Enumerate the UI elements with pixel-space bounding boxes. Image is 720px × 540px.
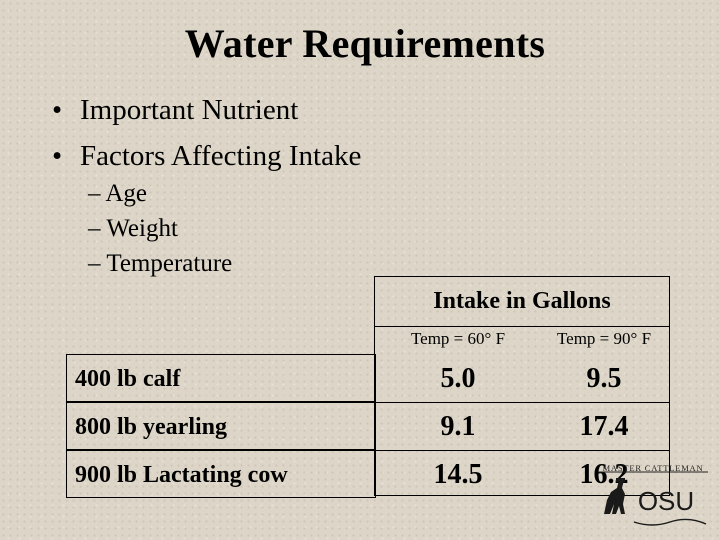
table-divider <box>374 326 670 327</box>
row-divider <box>66 402 670 403</box>
sub-bullet-text: Temperature <box>106 250 233 277</box>
row-label-box <box>66 354 376 402</box>
sub-bullet-marker: – <box>88 180 101 207</box>
cell-value: 5.0 <box>440 363 476 394</box>
cell-value: 9.1 <box>440 411 476 442</box>
bullet-item: • Important Nutrient <box>52 90 361 136</box>
cowboy-silhouette-icon <box>604 480 625 514</box>
table-title: Intake in Gallons <box>433 288 611 314</box>
cell-value: 17.4 <box>579 411 629 442</box>
slide-title: Water Requirements <box>184 21 546 66</box>
row-divider <box>66 450 670 451</box>
row-label-400lb-calf: 400 lb calf <box>75 366 181 392</box>
sub-bullet-marker: – <box>88 215 101 242</box>
row-label-900lb-lactating-cow: 900 lb Lactating cow <box>75 462 288 488</box>
bullet-item: • Factors Affecting Intake <box>52 136 361 182</box>
logo-underline-swoosh <box>633 518 707 526</box>
cowboy-hat-icon <box>616 478 625 482</box>
cell-value: 9.5 <box>586 363 622 394</box>
bullet-marker: • <box>52 140 63 172</box>
master-cattleman-osu-logo: MASTER CATTLEMAN OSU <box>598 463 708 526</box>
logo-text-osu: OSU <box>638 486 694 516</box>
bullet-text: Factors Affecting Intake <box>80 140 362 172</box>
bullet-marker: • <box>52 94 63 126</box>
sub-bullet-marker: – <box>88 250 101 277</box>
cell-value: 14.5 <box>433 459 483 490</box>
column-header-90f: Temp = 90° F <box>556 329 652 348</box>
bullet-text: Important Nutrient <box>80 94 299 126</box>
sub-bullet-text: Weight <box>106 215 178 242</box>
sub-bullet-item: – Weight <box>88 211 232 246</box>
sub-bullet-list: – Age – Weight – Temperature <box>88 176 232 281</box>
logo-text-master-cattleman: MASTER CATTLEMAN <box>603 463 704 473</box>
row-label-800lb-yearling: 800 lb yearling <box>75 414 228 440</box>
intake-table: Intake in Gallons <box>374 276 670 496</box>
column-header-60f: Temp = 60° F <box>410 329 506 348</box>
sub-bullet-item: – Age <box>88 176 232 211</box>
sub-bullet-item: – Temperature <box>88 246 232 281</box>
sub-bullet-text: Age <box>105 180 148 207</box>
bullet-list: • Important Nutrient • Factors Affecting I… <box>52 90 361 182</box>
